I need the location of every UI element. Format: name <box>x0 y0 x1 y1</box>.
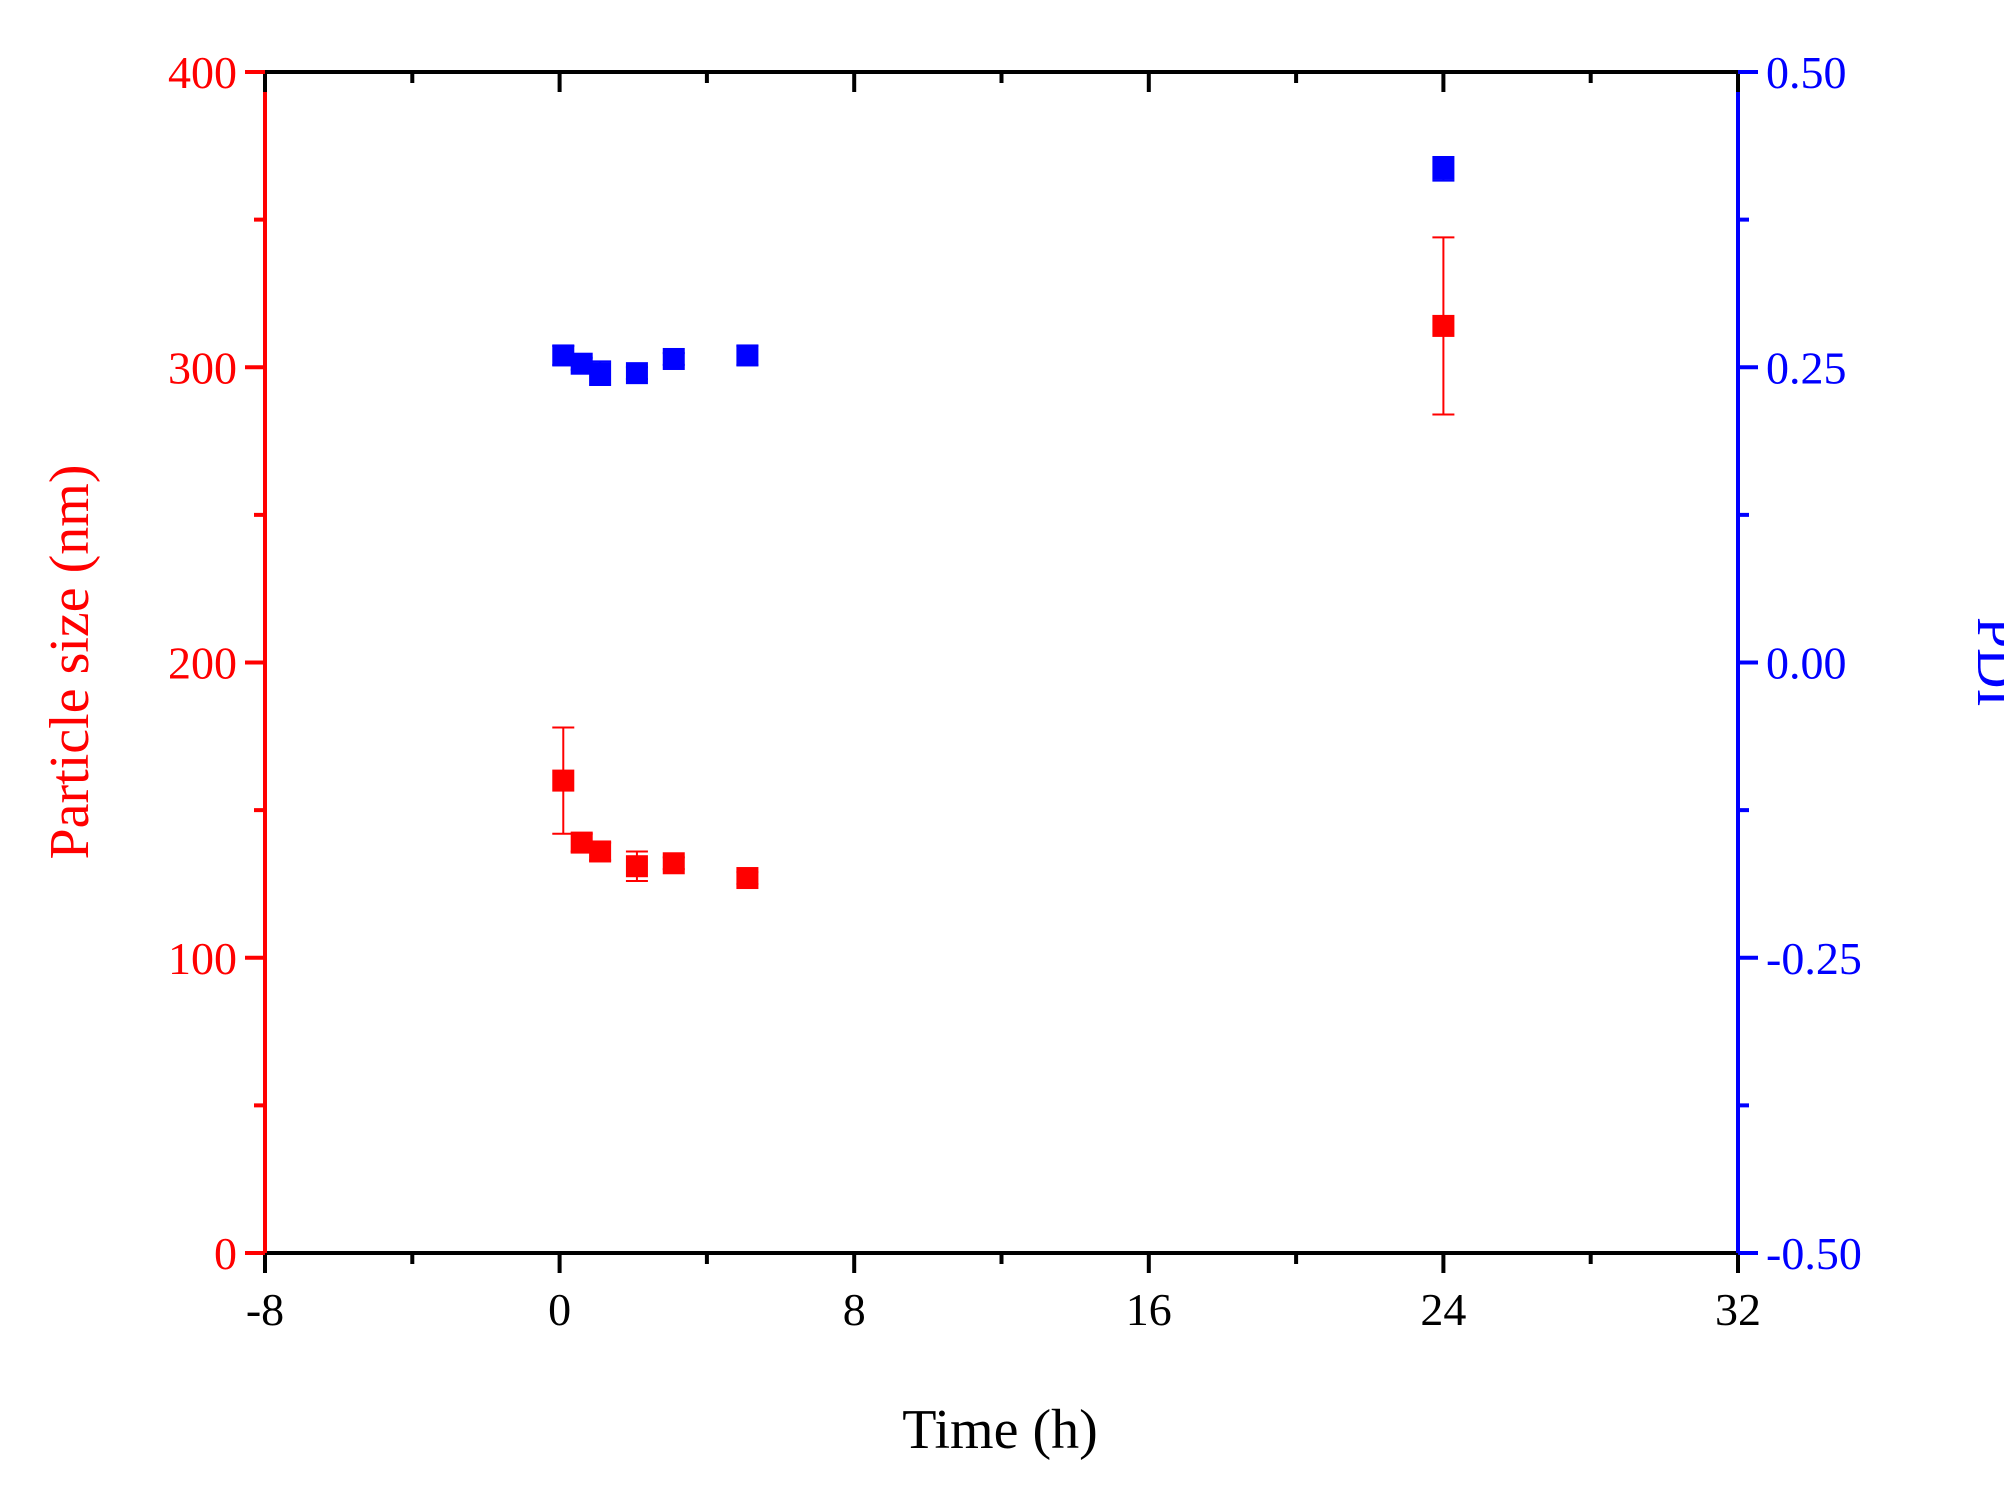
x-tick-label: 24 <box>1420 1284 1466 1335</box>
x-tick-label: 8 <box>843 1284 866 1335</box>
particle-size-point <box>736 867 759 890</box>
axis-ticks: -8 0 8 16 24 320100200300400-0.50-0.250.000.2… <box>168 47 1862 1335</box>
particle-size-point <box>552 769 575 792</box>
right-y-tick-label: -0.25 <box>1766 933 1862 984</box>
left-y-tick-label: 400 <box>168 47 237 98</box>
x-tick-label: -8 <box>246 1284 284 1335</box>
pdi-point <box>570 352 593 375</box>
left-y-tick-label: 200 <box>168 638 237 689</box>
right-y-tick-label: 0.50 <box>1766 47 1847 98</box>
right-y-tick-label: 0.25 <box>1766 342 1847 393</box>
pdi-point <box>1432 157 1455 180</box>
left-y-tick-label: 100 <box>168 933 237 984</box>
pdi-point <box>736 344 759 367</box>
pdi-point <box>589 362 612 385</box>
particle-size-point <box>625 855 648 878</box>
x-tick-label: 0 <box>548 1284 571 1335</box>
pdi-point <box>552 344 575 367</box>
left-y-axis-title: Particle size (nm) <box>39 465 101 860</box>
pdi-point <box>662 347 685 370</box>
particle-size-point <box>570 831 593 854</box>
error-bars <box>552 156 1455 885</box>
right-y-axis-title: PDI <box>1965 617 2004 707</box>
data-markers <box>552 157 1455 890</box>
particle-size-point <box>1432 314 1455 337</box>
particle-size-point <box>589 840 612 863</box>
x-tick-label: 16 <box>1126 1284 1172 1335</box>
right-y-tick-label: 0.00 <box>1766 638 1847 689</box>
right-y-tick-label: -0.50 <box>1766 1228 1862 1279</box>
left-y-tick-label: 0 <box>214 1228 237 1279</box>
plot-frame <box>263 70 1740 1255</box>
particle-size-point <box>662 852 685 875</box>
pdi-point <box>625 362 648 385</box>
x-axis-title: Time (h) <box>902 1399 1098 1461</box>
x-tick-label: 32 <box>1715 1284 1761 1335</box>
left-y-tick-label: 300 <box>168 342 237 393</box>
